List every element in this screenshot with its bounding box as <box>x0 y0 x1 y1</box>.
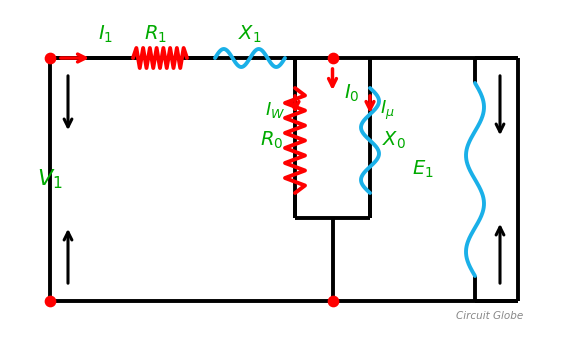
Text: $R_0$: $R_0$ <box>260 130 283 151</box>
Text: $X_0$: $X_0$ <box>382 130 406 151</box>
Point <box>45 55 55 61</box>
Point <box>328 298 337 304</box>
Text: $I_1$: $I_1$ <box>98 24 113 45</box>
Point <box>328 55 337 61</box>
Text: $E_1$: $E_1$ <box>412 159 433 180</box>
Text: $R_1$: $R_1$ <box>144 24 166 45</box>
Text: $V_1$: $V_1$ <box>37 168 63 191</box>
Text: Circuit Globe: Circuit Globe <box>456 311 523 321</box>
Text: $I_W$: $I_W$ <box>265 100 285 120</box>
Text: $I_0$: $I_0$ <box>345 82 360 104</box>
Text: $X_1$: $X_1$ <box>238 24 262 45</box>
Point <box>45 298 55 304</box>
Text: $I_\mu$: $I_\mu$ <box>380 98 395 121</box>
